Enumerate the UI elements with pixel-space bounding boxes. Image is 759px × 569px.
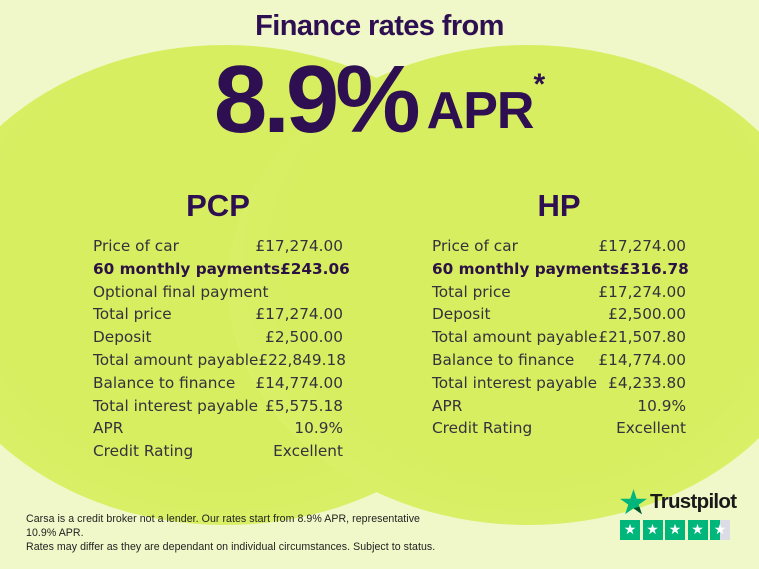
apr-label: APR*: [426, 68, 546, 140]
trustpilot-rating-star-icon: ★: [665, 520, 685, 540]
headline-rate: 8.9%: [213, 46, 421, 153]
hp-title: HP: [537, 188, 581, 223]
hp-section: HP Price of car £17,274.00 60 monthly paym…: [432, 188, 689, 442]
row-value: Excellent: [616, 419, 686, 438]
finance-row: Total price £17,274.00: [432, 283, 686, 306]
trustpilot-rating-star-icon: ★: [710, 520, 730, 540]
row-value: £4,233.80: [608, 373, 686, 392]
pcp-rows: Price of car £17,274.00 60 monthly payment…: [93, 237, 350, 465]
trustpilot-stars: ★ ★ ★ ★ ★: [620, 520, 735, 540]
trustpilot-star-logo-icon: [620, 489, 647, 515]
row-label: Deposit: [93, 328, 152, 347]
finance-row: APR 10.9%: [93, 419, 343, 442]
finance-row: APR 10.9%: [432, 397, 686, 420]
row-label: Credit Rating: [93, 442, 194, 461]
row-value: £21,507.80: [598, 328, 686, 347]
finance-row: Total amount payable £22,849.18: [93, 350, 346, 374]
row-label: Deposit: [432, 305, 491, 324]
footnote-asterisk: *: [533, 68, 546, 101]
row-label: Price of car: [432, 237, 518, 255]
row-label: APR: [93, 419, 124, 438]
row-value: £17,274.00: [255, 305, 343, 324]
row-label: Balance to finance: [93, 373, 236, 392]
row-label: Total interest payable: [93, 396, 259, 415]
row-value: 10.9%: [637, 396, 686, 415]
row-label: 60 monthly payments: [432, 259, 620, 278]
row-value: £14,774.00: [255, 373, 343, 392]
row-value: £316.78: [619, 259, 689, 278]
row-label: Total price: [93, 305, 172, 324]
trustpilot-rating-star-icon: ★: [687, 520, 708, 540]
row-value: £14,774.00: [598, 350, 686, 369]
finance-row: Deposit £2,500.00: [93, 328, 343, 351]
finance-row: Total price £17,274.00: [93, 305, 343, 328]
trustpilot-brand-label: Trustpilot: [650, 490, 737, 513]
row-value: £243.06: [280, 259, 350, 278]
pcp-title: PCP: [186, 188, 250, 223]
row-label: APR: [432, 396, 463, 415]
trustpilot-rating-star-icon: ★: [620, 520, 640, 540]
row-value: £17,274.00: [255, 237, 343, 255]
finance-row: Price of car £17,274.00: [93, 237, 343, 260]
trustpilot-rating-star-icon: ★: [642, 520, 663, 540]
row-label: Balance to finance: [432, 350, 575, 369]
row-value: £2,500.00: [265, 328, 343, 347]
row-value: £2,500.00: [608, 305, 686, 324]
row-label: Total amount payable: [432, 328, 598, 347]
legal-disclaimer: Carsa is a credit broker not a lender. O…: [26, 513, 446, 554]
row-value: £17,274.00: [598, 237, 686, 255]
disclaimer-line-2: Rates may differ as they are dependant o…: [26, 540, 436, 553]
finance-row: Balance to finance £14,774.00: [93, 374, 343, 397]
finance-row: Balance to finance £14,774.00: [432, 351, 686, 374]
row-value: £5,575.18: [265, 396, 343, 415]
row-label: 60 monthly payments: [93, 259, 281, 278]
pcp-section: PCP Price of car £17,274.00 60 monthly pay…: [93, 188, 350, 465]
finance-row: Total interest payable £5,575.18: [93, 397, 343, 420]
finance-row: Deposit £2,500.00: [432, 305, 686, 328]
background-ellipse-right: [228, 45, 759, 525]
row-label: Total interest payable: [432, 373, 598, 392]
row-label: Total price: [432, 282, 511, 301]
row-value: Excellent: [273, 442, 343, 461]
row-value: £17,274.00: [598, 282, 686, 301]
row-label: Credit Rating: [432, 419, 533, 438]
finance-row: Total interest payable £4,233.80: [432, 374, 686, 397]
finance-row: Credit Rating Excellent: [432, 419, 686, 442]
row-label: Optional final payment: [93, 282, 269, 301]
row-value: 10.9%: [294, 419, 343, 438]
finance-row: Credit Rating Excellent: [93, 442, 343, 465]
finance-row: 60 monthly payments £243.06: [93, 259, 350, 283]
finance-row: Price of car £17,274.00: [432, 237, 686, 260]
row-label: Total amount payable: [93, 350, 259, 369]
finance-row: Optional final payment: [93, 283, 343, 306]
finance-row: 60 monthly payments £316.78: [432, 259, 689, 283]
page-title: Finance rates from: [255, 10, 504, 42]
row-value: £22,849.18: [258, 350, 346, 369]
disclaimer-line-1: Carsa is a credit broker not a lender. O…: [26, 513, 420, 539]
trustpilot-logo: Trustpilot: [620, 489, 737, 515]
hp-rows: Price of car £17,274.00 60 monthly payment…: [432, 237, 689, 442]
trustpilot-widget: Trustpilot ★ ★ ★ ★ ★: [620, 489, 737, 540]
headline-rate-row: 8.9% APR*: [0, 52, 759, 148]
row-label: Price of car: [93, 237, 179, 255]
finance-row: Total amount payable £21,507.80: [432, 328, 686, 351]
